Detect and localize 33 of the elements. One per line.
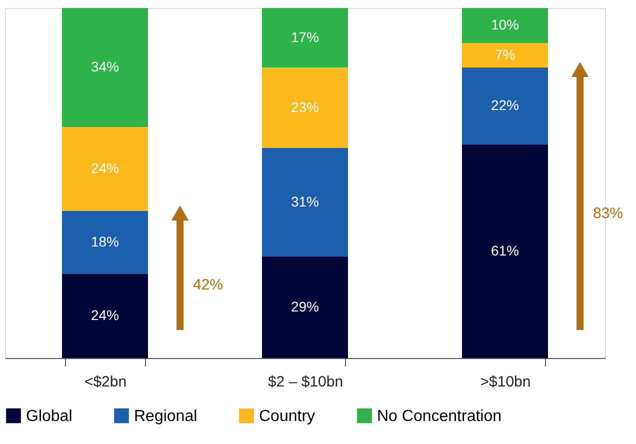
bar bbox=[262, 256, 348, 358]
bar bbox=[462, 68, 548, 144]
bar bbox=[462, 43, 548, 68]
data-label: 61% bbox=[490, 242, 520, 258]
data-label: 24% bbox=[90, 307, 120, 323]
data-label: 17% bbox=[290, 28, 320, 45]
x-tick-label: <$2bn bbox=[84, 374, 127, 390]
bar bbox=[262, 68, 348, 148]
bar bbox=[462, 8, 548, 43]
bar bbox=[262, 8, 348, 68]
data-label: 24% bbox=[90, 160, 120, 176]
annotation: 83% bbox=[593, 204, 624, 222]
bar bbox=[62, 274, 148, 358]
bar bbox=[62, 127, 148, 211]
data-label: 7% bbox=[494, 46, 516, 62]
bar bbox=[62, 211, 148, 274]
legend-label: No Concentration bbox=[377, 408, 502, 425]
data-label: 18% bbox=[90, 234, 120, 250]
data-label: 10% bbox=[490, 16, 520, 32]
legend-label: Country bbox=[259, 408, 316, 425]
data-label: 31% bbox=[290, 193, 320, 210]
legend-label: Regional bbox=[134, 408, 198, 425]
annotation: 42% bbox=[193, 276, 224, 294]
bar bbox=[262, 148, 348, 256]
x-tick-label: $2 – $10bn bbox=[268, 374, 344, 390]
data-label: 29% bbox=[290, 298, 320, 314]
data-label: 22% bbox=[490, 97, 520, 113]
bar bbox=[462, 144, 548, 358]
legend-label: Global bbox=[26, 408, 72, 425]
bar bbox=[62, 8, 148, 127]
data-label: 23% bbox=[290, 98, 320, 115]
data-label: 34% bbox=[90, 58, 120, 74]
x-tick-label: >$10bn bbox=[480, 374, 531, 390]
